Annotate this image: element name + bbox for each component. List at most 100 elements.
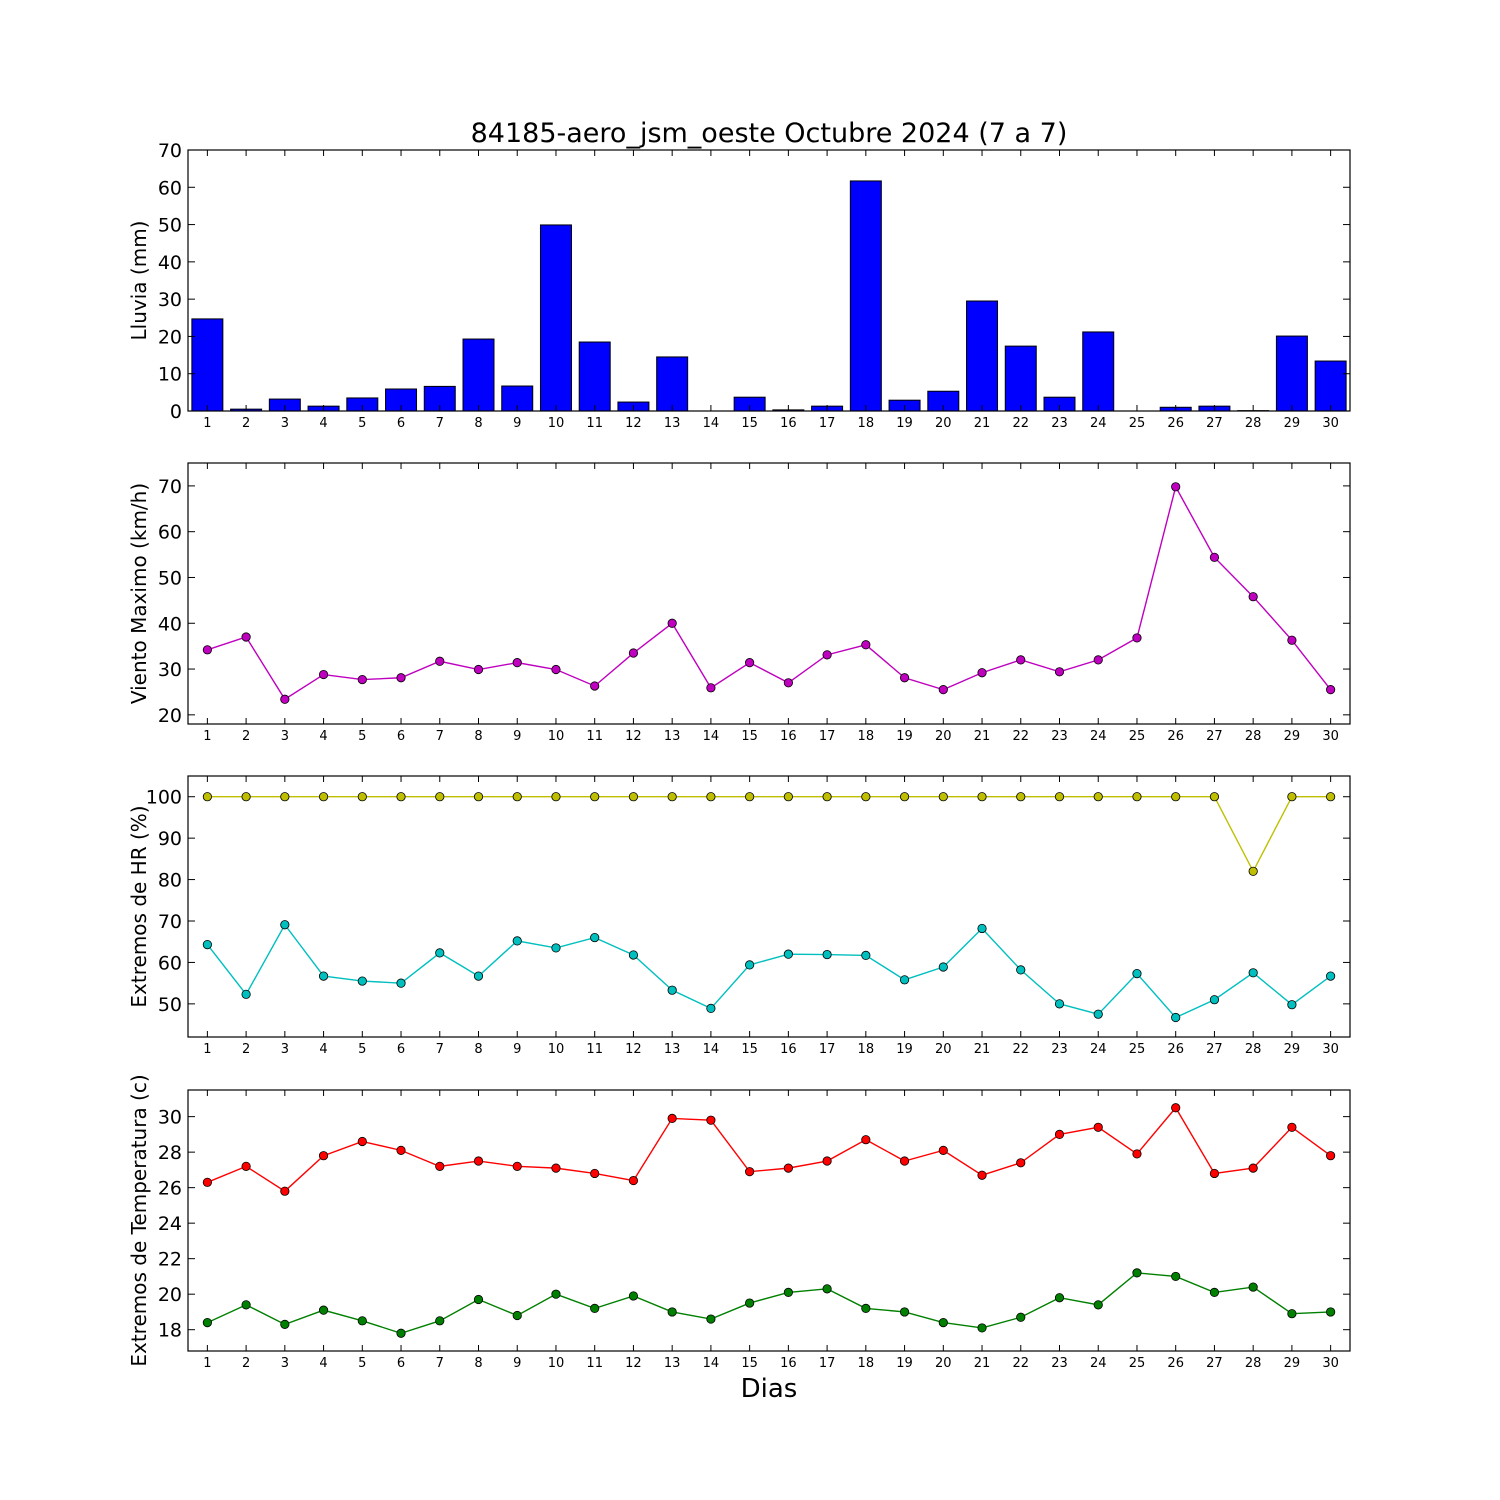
point-series-1-day-6 [396,792,406,802]
x-tick-label: 3 [281,1042,289,1057]
point-series-2-day-16 [783,949,793,959]
y-tick-label: 24 [158,1213,182,1235]
point-series-1-day-19 [899,792,910,802]
point-series-1-day-30 [1326,1151,1336,1161]
y-tick-label: 70 [158,140,182,162]
point-series-2-day-15 [745,1298,755,1308]
x-tick-label: 13 [664,416,681,431]
x-tick-label: 17 [819,729,836,744]
point-series-1-day-2 [241,1161,251,1171]
point-series-2-day-8 [473,1294,484,1305]
x-tick-label: 18 [858,1356,875,1371]
x-tick-label: 27 [1206,1356,1223,1371]
y-tick-label: 18 [158,1320,182,1342]
point-series-1-day-17 [822,792,832,802]
x-tick-label: 22 [1012,416,1029,431]
point-series-1-day-20 [938,1145,948,1155]
point-series-1-day-11 [590,681,600,691]
x-tick-label: 22 [1012,729,1029,744]
x-tick-label: 8 [474,1042,482,1057]
y-tick-label: 10 [158,364,182,386]
x-tick-label: 23 [1051,729,1068,744]
point-series-1-day-27 [1209,792,1220,802]
point-series-1-day-26 [1171,792,1181,802]
point-series-1-day-22 [1016,655,1026,665]
point-series-1-day-15 [745,658,755,668]
point-series-2-day-14 [706,1003,716,1014]
point-series-1-day-23 [1054,792,1065,802]
x-tick-label: 19 [896,416,913,431]
y-tick-label: 50 [158,215,182,237]
point-series-1-day-13 [667,792,677,802]
point-series-1-day-21 [977,668,987,678]
point-series-2-day-28 [1248,1282,1258,1292]
point-series-2-day-19 [899,1307,910,1317]
x-tick-label: 25 [1129,1356,1146,1371]
x-tick-label: 22 [1012,1042,1029,1057]
bar-day-13 [656,356,689,412]
y-tick-label: 40 [158,613,182,635]
point-series-2-day-15 [745,960,755,970]
point-series-1-day-13 [667,1113,677,1124]
y-tick-label: 20 [158,705,182,727]
y-axis-label: Lluvia (mm) [127,221,151,341]
point-series-2-day-20 [938,1317,948,1328]
x-tick-label: 13 [664,729,681,744]
x-tick-label: 27 [1206,729,1223,744]
y-tick-label: 30 [158,289,182,311]
x-tick-label: 7 [436,416,444,431]
point-series-1-day-26 [1171,1103,1181,1113]
point-series-2-day-22 [1016,965,1026,975]
point-series-1-day-11 [590,1168,600,1179]
series-line-1 [207,1106,1332,1193]
point-series-2-day-29 [1287,1000,1297,1010]
x-tick-label: 14 [703,1356,720,1371]
point-series-2-day-18 [861,950,871,960]
x-tick-label: 30 [1322,729,1339,744]
x-tick-label: 8 [474,416,482,431]
point-series-1-day-10 [551,664,561,675]
x-tick-label: 27 [1206,1042,1223,1057]
x-tick-label: 7 [436,729,444,744]
x-tick-label: 12 [625,1356,642,1371]
point-series-1-day-18 [861,640,871,650]
point-series-2-day-7 [435,948,445,958]
y-tick-label: 90 [158,828,182,850]
series-line-1 [207,484,1332,701]
point-series-2-day-4 [318,1305,329,1315]
point-series-1-day-2 [241,632,251,642]
x-tick-label: 7 [436,1356,444,1371]
x-tick-label: 20 [935,729,952,744]
x-tick-label: 16 [780,1042,797,1057]
x-tick-label: 24 [1090,1356,1107,1371]
point-series-1-day-5 [357,1136,367,1147]
point-series-2-day-16 [783,1287,793,1298]
point-series-1-day-28 [1248,1163,1258,1173]
x-tick-label: 21 [974,1042,991,1057]
point-series-1-day-16 [783,1163,793,1173]
bar-day-11 [578,341,611,412]
x-tick-label: 3 [281,416,289,431]
x-tick-label: 10 [548,416,565,431]
x-tick-label: 4 [319,416,327,431]
x-tick-label: 6 [397,729,405,744]
point-series-2-day-10 [551,1289,561,1299]
point-series-1-day-5 [357,792,367,802]
y-tick-label: 26 [158,1178,182,1200]
point-series-1-day-21 [977,1170,987,1180]
point-series-1-day-12 [628,792,639,802]
point-series-1-day-29 [1287,792,1297,802]
point-series-2-day-9 [512,1310,522,1321]
point-series-2-day-2 [241,989,251,999]
point-series-1-day-4 [318,792,329,802]
point-series-1-day-8 [473,664,484,675]
series-line-2 [206,923,1332,1019]
x-tick-label: 21 [974,416,991,431]
x-tick-label: 8 [474,729,482,744]
x-tick-label: 24 [1090,729,1107,744]
x-tick-label: 28 [1245,416,1262,431]
